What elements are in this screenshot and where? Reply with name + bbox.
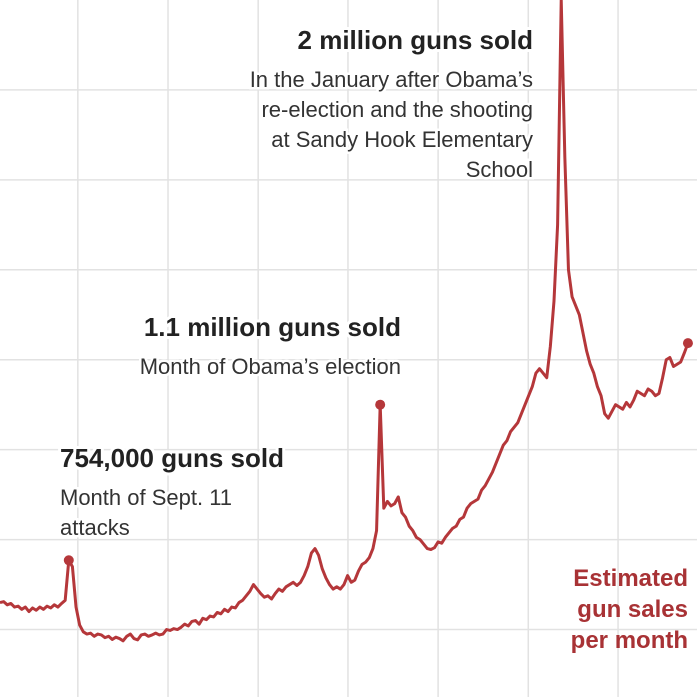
annotation-text: In the January after Obama’s bbox=[250, 67, 533, 92]
annotation-title: 754,000 guns sold bbox=[60, 443, 284, 473]
legend-label: per month bbox=[571, 627, 688, 654]
point bbox=[63, 555, 74, 566]
annotation-text: at Sandy Hook Elementary bbox=[271, 127, 533, 152]
annotation-text: attacks bbox=[60, 515, 130, 540]
point bbox=[375, 399, 386, 410]
annotation-text: Month of Sept. 11 bbox=[60, 485, 232, 510]
annotation-text: School bbox=[466, 157, 533, 182]
legend-label: Estimated bbox=[573, 565, 688, 592]
legend-label: gun sales bbox=[577, 596, 688, 623]
annotation-text: re-election and the shooting bbox=[261, 97, 533, 122]
annotation-text: Month of Obama’s election bbox=[140, 354, 401, 379]
annotation-title: 1.1 million guns sold bbox=[144, 312, 401, 342]
point bbox=[682, 338, 693, 349]
annotation-title: 2 million guns sold bbox=[298, 25, 533, 55]
line bbox=[0, 0, 690, 643]
